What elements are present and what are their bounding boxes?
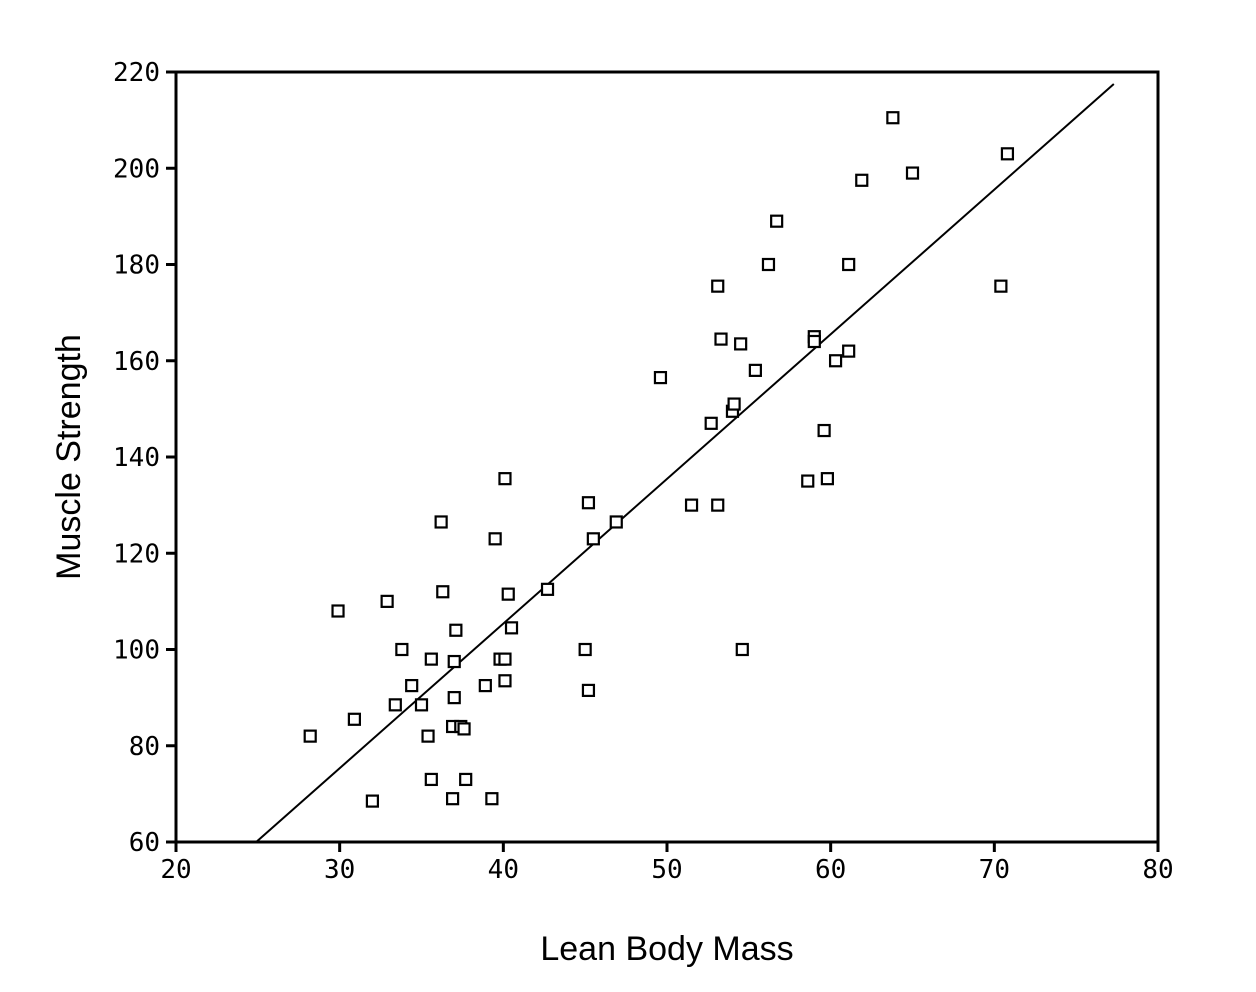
data-point	[478, 678, 492, 693]
data-point	[498, 652, 512, 666]
data-point	[424, 772, 438, 787]
data-point	[770, 214, 784, 228]
data-point	[761, 257, 776, 272]
data-point	[445, 792, 460, 806]
data-point	[447, 691, 461, 705]
y-tick-label: 160	[113, 347, 160, 377]
data-point	[711, 498, 725, 512]
data-point	[504, 621, 519, 635]
y-tick-label: 80	[129, 732, 160, 762]
regression-line-group	[255, 83, 1115, 843]
data-point	[498, 674, 512, 688]
y-tick-label: 140	[113, 443, 160, 473]
data-point	[734, 337, 748, 351]
data-point	[842, 344, 856, 358]
y-axis-ticks: 60 80 100 120 140 160 180 200 220	[113, 58, 176, 858]
data-point	[828, 354, 843, 368]
data-point	[449, 623, 463, 637]
x-tick-label: 20	[160, 855, 191, 885]
data-point	[414, 698, 429, 712]
data-point	[388, 698, 402, 712]
data-point	[380, 594, 394, 608]
x-tick-label: 80	[1142, 855, 1173, 885]
data-points	[303, 111, 1015, 808]
data-point	[485, 792, 499, 806]
data-point	[905, 166, 920, 180]
data-point	[817, 423, 831, 438]
data-point	[581, 496, 596, 510]
regression-line	[255, 83, 1115, 843]
data-point	[303, 729, 317, 743]
data-point	[801, 474, 815, 488]
data-point	[842, 257, 856, 272]
data-point	[807, 334, 821, 349]
y-axis-title: Muscle Strength	[50, 334, 88, 580]
data-point	[331, 604, 345, 618]
y-tick-label: 220	[113, 58, 160, 88]
y-tick-label: 180	[113, 251, 160, 281]
x-axis-title: Lean Body Mass	[540, 930, 793, 968]
x-tick-label: 50	[651, 855, 682, 885]
data-point	[395, 642, 409, 657]
data-point	[1000, 147, 1015, 161]
y-tick-label: 100	[113, 636, 160, 666]
data-point	[457, 722, 471, 736]
data-point	[501, 587, 515, 601]
data-point	[855, 173, 869, 187]
data-point	[447, 654, 461, 669]
data-point	[586, 532, 600, 546]
data-point	[347, 712, 361, 726]
x-axis-ticks: 20 30 40 50 60 70 80	[160, 842, 1174, 885]
data-point	[436, 585, 450, 599]
plot-frame	[174, 70, 1160, 844]
x-tick-label: 70	[979, 855, 1010, 885]
data-point	[684, 498, 699, 512]
y-tick-label: 60	[129, 828, 160, 858]
data-point	[748, 363, 762, 377]
x-tick-label: 30	[324, 855, 355, 885]
data-point	[498, 472, 512, 486]
data-point	[421, 729, 435, 743]
data-point	[365, 794, 379, 808]
data-point	[727, 397, 741, 411]
data-point	[609, 515, 623, 529]
data-point	[886, 111, 900, 125]
data-point	[820, 472, 834, 486]
data-point	[488, 532, 502, 546]
x-tick-label: 60	[815, 855, 846, 885]
data-point	[994, 279, 1008, 293]
data-point	[578, 642, 592, 657]
data-point	[405, 678, 419, 693]
data-point	[581, 683, 596, 698]
data-point	[434, 515, 448, 529]
data-point	[424, 652, 438, 666]
x-tick-label: 40	[488, 855, 519, 885]
data-point	[653, 370, 668, 385]
data-point	[704, 416, 718, 430]
data-point	[735, 642, 749, 657]
y-tick-label: 120	[113, 539, 160, 569]
data-point	[540, 582, 555, 596]
data-point	[459, 772, 473, 787]
y-tick-label: 200	[113, 154, 160, 184]
data-point	[711, 279, 725, 293]
data-point	[714, 332, 728, 346]
